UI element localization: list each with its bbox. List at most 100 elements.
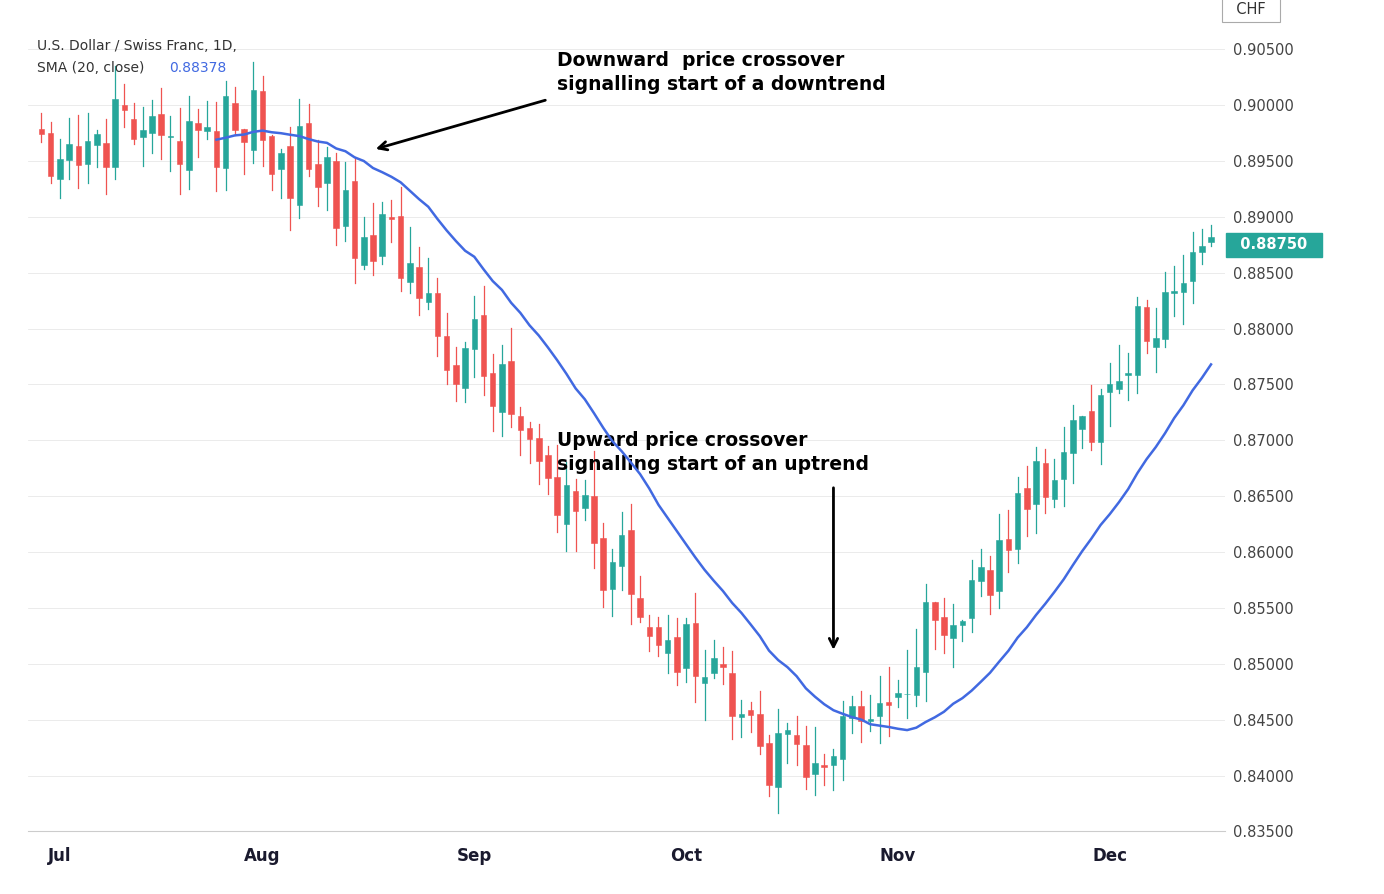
Bar [941,618,947,635]
Bar [1171,291,1176,293]
Bar [296,126,302,205]
Bar [241,130,246,141]
Bar [1125,373,1131,375]
Bar [923,603,929,671]
Bar [1143,307,1149,341]
Bar [610,562,616,588]
Bar [1034,461,1039,503]
Bar [490,373,495,406]
Bar [664,640,670,654]
Bar [343,190,349,226]
Bar [1070,420,1075,453]
Bar [747,711,753,715]
Text: CHF: CHF [1228,2,1275,17]
Bar [674,637,680,671]
Bar [453,366,458,384]
Bar [268,137,274,173]
Bar [1116,381,1121,389]
Bar [76,147,82,164]
Bar [895,694,901,697]
Bar [425,293,430,302]
Bar [628,530,634,595]
Bar [472,319,477,349]
Bar [1098,395,1103,442]
Bar [1014,493,1020,549]
Bar [508,361,513,414]
Bar [536,438,541,460]
Bar [233,103,238,130]
Bar [987,569,992,595]
Bar [205,127,210,131]
Bar [140,130,145,137]
Bar [104,142,109,167]
Bar [1052,480,1057,499]
Bar [389,216,394,219]
Bar [48,133,54,176]
Bar [969,580,974,618]
Bar [711,658,717,673]
Bar [1199,246,1204,251]
Bar [306,122,311,170]
Bar [352,181,357,258]
Bar [66,144,72,160]
Bar [1190,252,1196,282]
Bar [316,164,321,187]
Bar [407,264,412,283]
Bar [591,496,597,543]
Bar [794,736,800,744]
Bar [149,116,155,133]
Bar [803,746,808,777]
Bar [684,624,689,668]
Bar [1080,417,1085,429]
Bar [480,315,486,375]
Bar [886,702,891,705]
Bar [646,627,652,637]
Bar [334,161,339,228]
Bar [213,131,219,167]
Bar [840,716,846,759]
Bar [379,214,385,257]
Bar [555,477,561,516]
Bar [637,598,642,618]
Text: U.S. Dollar / Swiss Franc, 1D,: U.S. Dollar / Swiss Franc, 1D, [37,38,237,53]
Bar [913,667,919,695]
Bar [462,348,468,388]
Bar [444,336,450,369]
Bar [251,90,256,149]
Bar [260,91,266,139]
Bar [850,706,855,719]
Text: 0.88750: 0.88750 [1230,237,1318,252]
Bar [57,159,62,179]
Bar [1042,462,1048,497]
Bar [39,129,44,134]
Bar [785,730,790,734]
Bar [959,620,965,625]
Bar [702,678,707,683]
Bar [324,157,329,182]
Bar [583,495,588,508]
Bar [951,625,956,638]
Bar [619,535,624,566]
Bar [545,455,551,477]
Text: Downward  price crossover
signalling start of a downtrend: Downward price crossover signalling star… [558,51,886,94]
Bar [996,540,1002,591]
Bar [167,136,173,137]
Bar [1181,283,1186,291]
Bar [692,623,698,676]
Text: SMA (20, close): SMA (20, close) [37,61,154,74]
Bar [500,364,505,412]
Bar [397,216,403,278]
Bar [177,140,183,164]
Bar [158,114,163,135]
Bar [131,119,137,139]
Bar [84,140,90,164]
Bar [1006,539,1012,551]
Bar [775,733,781,787]
Bar [112,99,118,167]
Bar [361,237,367,265]
Bar [435,292,440,335]
Bar [417,267,422,299]
Bar [1208,237,1214,241]
Bar [729,673,735,715]
Bar [601,537,606,590]
